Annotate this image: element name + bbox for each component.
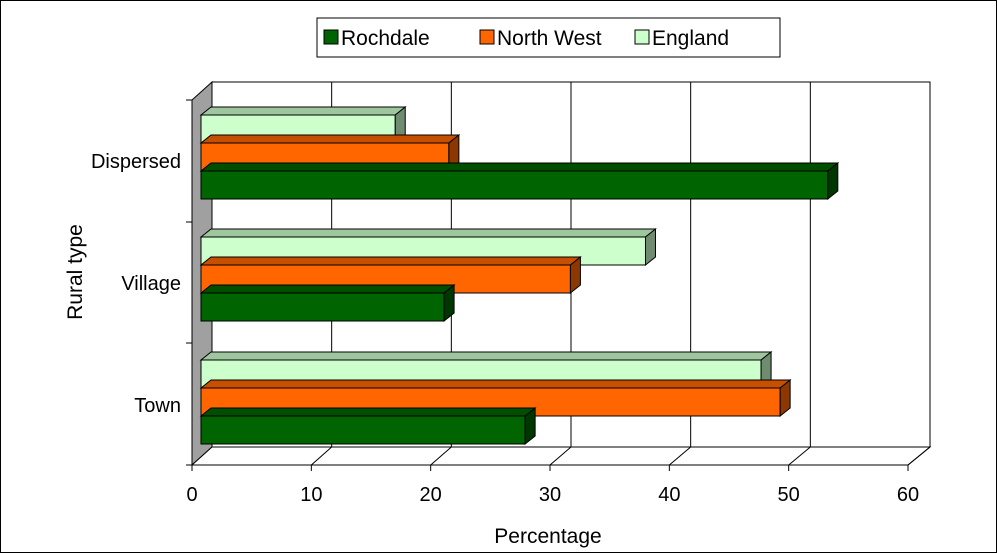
- bar-front: [200, 170, 829, 200]
- bar-top: [199, 379, 792, 389]
- x-tick-label: 20: [420, 484, 442, 506]
- x-tick-label: 0: [186, 484, 197, 506]
- floor-gridline: [788, 446, 811, 466]
- x-tick-label: 40: [658, 484, 680, 506]
- legend-swatch: [479, 29, 495, 45]
- legend-swatch: [323, 29, 339, 45]
- legend: Rochdale North West England: [316, 17, 781, 58]
- y-tick-label: Village: [121, 273, 181, 295]
- bar-top: [199, 228, 657, 238]
- y-axis-title: Rural type: [64, 224, 87, 320]
- bar-top: [199, 284, 456, 294]
- bar-rochdale-town: [199, 406, 537, 446]
- legend-label: North West: [497, 27, 602, 50]
- bar-side: [779, 378, 791, 418]
- y-tick-label: Dispersed: [91, 151, 181, 173]
- legend-box: [316, 17, 781, 58]
- bar-side: [827, 161, 839, 201]
- x-tick-label: 50: [778, 484, 800, 506]
- floor-gridline: [311, 446, 332, 466]
- x-axis-title: Percentage: [494, 525, 601, 548]
- floor-gridline: [549, 446, 572, 466]
- x-tick-label: 10: [300, 484, 322, 506]
- x-tick-label: 30: [539, 484, 561, 506]
- bar-top: [199, 134, 461, 144]
- bar-side: [443, 283, 455, 323]
- bar-side: [644, 227, 656, 267]
- bar-rochdale-village: [199, 283, 456, 323]
- legend-swatch: [634, 29, 650, 45]
- bar-top: [199, 407, 537, 417]
- bar-side: [524, 406, 536, 446]
- bar-top: [199, 256, 582, 266]
- bar-front: [200, 292, 445, 322]
- x-tick-label: 60: [897, 484, 919, 506]
- bar-top: [199, 106, 407, 116]
- x-axis: 0 10 20 30 40 50 60: [186, 464, 919, 506]
- bar-top: [199, 162, 840, 172]
- floor-gridline: [669, 446, 691, 466]
- bars: [199, 105, 840, 446]
- floor-gridline: [907, 446, 931, 466]
- y-tick-label: Town: [134, 395, 181, 417]
- bar-side: [569, 255, 581, 295]
- floor-gridline: [430, 446, 452, 466]
- bar-rochdale-dispersed: [199, 161, 840, 201]
- y-axis: Dispersed Village Town: [91, 99, 193, 466]
- legend-label: England: [652, 27, 729, 50]
- bar-front: [200, 415, 526, 445]
- bar-top: [199, 351, 773, 361]
- legend-label: Rochdale: [341, 27, 430, 50]
